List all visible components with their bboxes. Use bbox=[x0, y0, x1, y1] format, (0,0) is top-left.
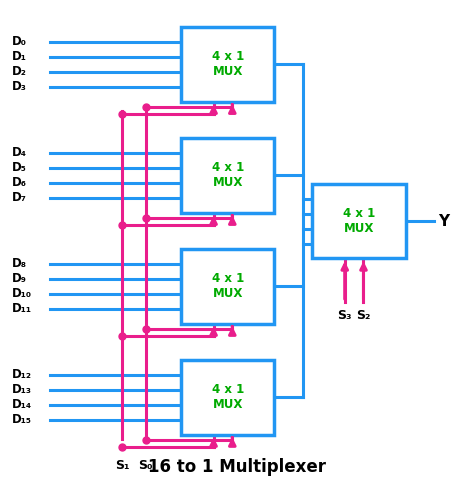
Bar bbox=[181, 360, 274, 435]
Text: D₁₅: D₁₅ bbox=[12, 413, 32, 426]
Text: D₁₄: D₁₄ bbox=[12, 398, 32, 411]
Text: D₇: D₇ bbox=[12, 191, 27, 204]
Text: D₁₃: D₁₃ bbox=[12, 383, 32, 396]
Bar bbox=[181, 27, 274, 102]
Text: D₁₂: D₁₂ bbox=[12, 368, 32, 381]
Bar bbox=[312, 183, 406, 259]
Text: D₃: D₃ bbox=[12, 80, 27, 93]
Text: 4 x 1
MUX: 4 x 1 MUX bbox=[211, 272, 244, 300]
Text: 4 x 1
MUX: 4 x 1 MUX bbox=[211, 161, 244, 189]
Text: D₆: D₆ bbox=[12, 176, 27, 189]
Text: D₈: D₈ bbox=[12, 257, 27, 270]
Text: 16 to 1 Multiplexer: 16 to 1 Multiplexer bbox=[148, 458, 326, 476]
Text: D₁: D₁ bbox=[12, 50, 27, 63]
Text: D₉: D₉ bbox=[12, 272, 27, 285]
Text: 4 x 1
MUX: 4 x 1 MUX bbox=[211, 383, 244, 411]
Text: 4 x 1
MUX: 4 x 1 MUX bbox=[343, 207, 375, 235]
Text: 4 x 1
MUX: 4 x 1 MUX bbox=[211, 50, 244, 78]
Text: Y: Y bbox=[438, 214, 449, 228]
Text: S₁: S₁ bbox=[115, 459, 129, 472]
Text: D₂: D₂ bbox=[12, 65, 27, 78]
Text: S₀: S₀ bbox=[138, 459, 153, 472]
Bar bbox=[181, 249, 274, 324]
Text: D₀: D₀ bbox=[12, 35, 27, 48]
Text: D₁₀: D₁₀ bbox=[12, 287, 32, 300]
Text: S₂: S₂ bbox=[356, 309, 371, 322]
Bar bbox=[181, 138, 274, 213]
Text: D₁₁: D₁₁ bbox=[12, 302, 32, 315]
Text: D₅: D₅ bbox=[12, 161, 27, 174]
Text: D₄: D₄ bbox=[12, 146, 27, 159]
Text: S₃: S₃ bbox=[337, 309, 352, 322]
